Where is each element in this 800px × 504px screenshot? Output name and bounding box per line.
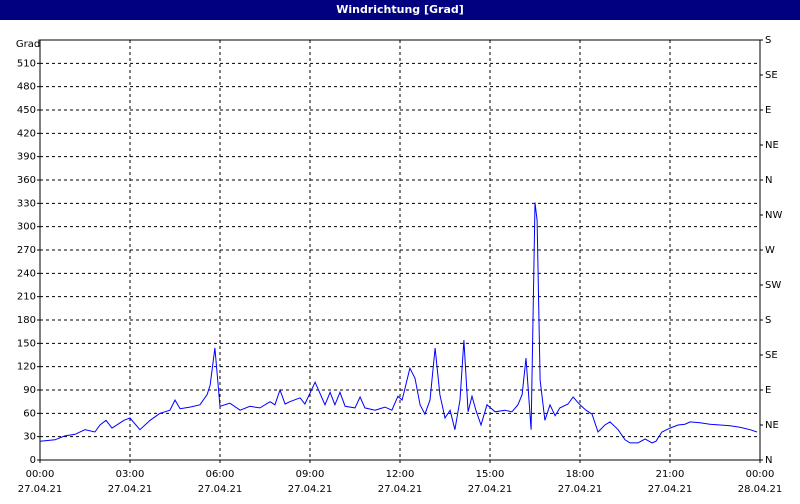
y2-tick-label: S	[765, 315, 771, 326]
y2-tick-label: NW	[765, 210, 782, 221]
y-tick-label: 390	[17, 152, 36, 163]
chart-title: Windrichtung [Grad]	[336, 3, 464, 16]
y2-tick-label: N	[765, 175, 772, 186]
y-tick-label: 240	[17, 268, 36, 279]
y2-tick-label: W	[765, 245, 775, 256]
y-tick-label: 180	[17, 315, 36, 326]
y-tick-label: 330	[17, 198, 36, 209]
y2-tick-label: SW	[765, 280, 781, 291]
x-tick-date: 27.04.21	[288, 484, 333, 495]
y-tick-label: 150	[17, 338, 36, 349]
y-tick-label: 210	[17, 292, 36, 303]
x-tick-date: 28.04.21	[738, 484, 783, 495]
x-tick-label: 18:00	[566, 469, 595, 480]
y-tick-label: 120	[17, 362, 36, 373]
y-tick-label: 30	[23, 432, 36, 443]
x-tick-date: 27.04.21	[18, 484, 63, 495]
y2-tick-label: S	[765, 35, 771, 46]
title-bar	[0, 0, 800, 20]
y2-tick-label: SE	[765, 350, 778, 361]
y-tick-label: 270	[17, 245, 36, 256]
x-tick-date: 27.04.21	[198, 484, 243, 495]
x-tick-date: 27.04.21	[378, 484, 423, 495]
x-tick-date: 27.04.21	[108, 484, 153, 495]
x-tick-date: 27.04.21	[648, 484, 693, 495]
y2-tick-label: E	[765, 105, 771, 116]
y-tick-label: 60	[23, 408, 36, 419]
x-tick-label: 15:00	[476, 469, 505, 480]
y-tick-label: 480	[17, 82, 36, 93]
x-tick-label: 03:00	[116, 469, 145, 480]
y-tick-label: 450	[17, 105, 36, 116]
y-tick-label: 510	[17, 58, 36, 69]
x-tick-label: 06:00	[206, 469, 235, 480]
y-tick-label: 420	[17, 128, 36, 139]
y2-tick-label: NE	[765, 140, 779, 151]
y2-tick-label: NE	[765, 420, 779, 431]
y-axis-label: Grad	[16, 39, 40, 50]
y-tick-label: 0	[30, 455, 36, 466]
y-tick-label: 360	[17, 175, 36, 186]
y-tick-label: 300	[17, 222, 36, 233]
y-tick-label: 90	[23, 385, 36, 396]
y2-tick-label: N	[765, 455, 772, 466]
x-tick-label: 00:00	[26, 469, 55, 480]
x-tick-label: 00:00	[746, 469, 775, 480]
y2-tick-label: E	[765, 385, 771, 396]
x-tick-date: 27.04.21	[468, 484, 513, 495]
x-tick-date: 27.04.21	[558, 484, 603, 495]
x-tick-label: 09:00	[296, 469, 325, 480]
x-tick-label: 21:00	[656, 469, 685, 480]
data-line	[39, 202, 758, 444]
y2-tick-label: SE	[765, 70, 778, 81]
x-tick-label: 12:00	[386, 469, 415, 480]
